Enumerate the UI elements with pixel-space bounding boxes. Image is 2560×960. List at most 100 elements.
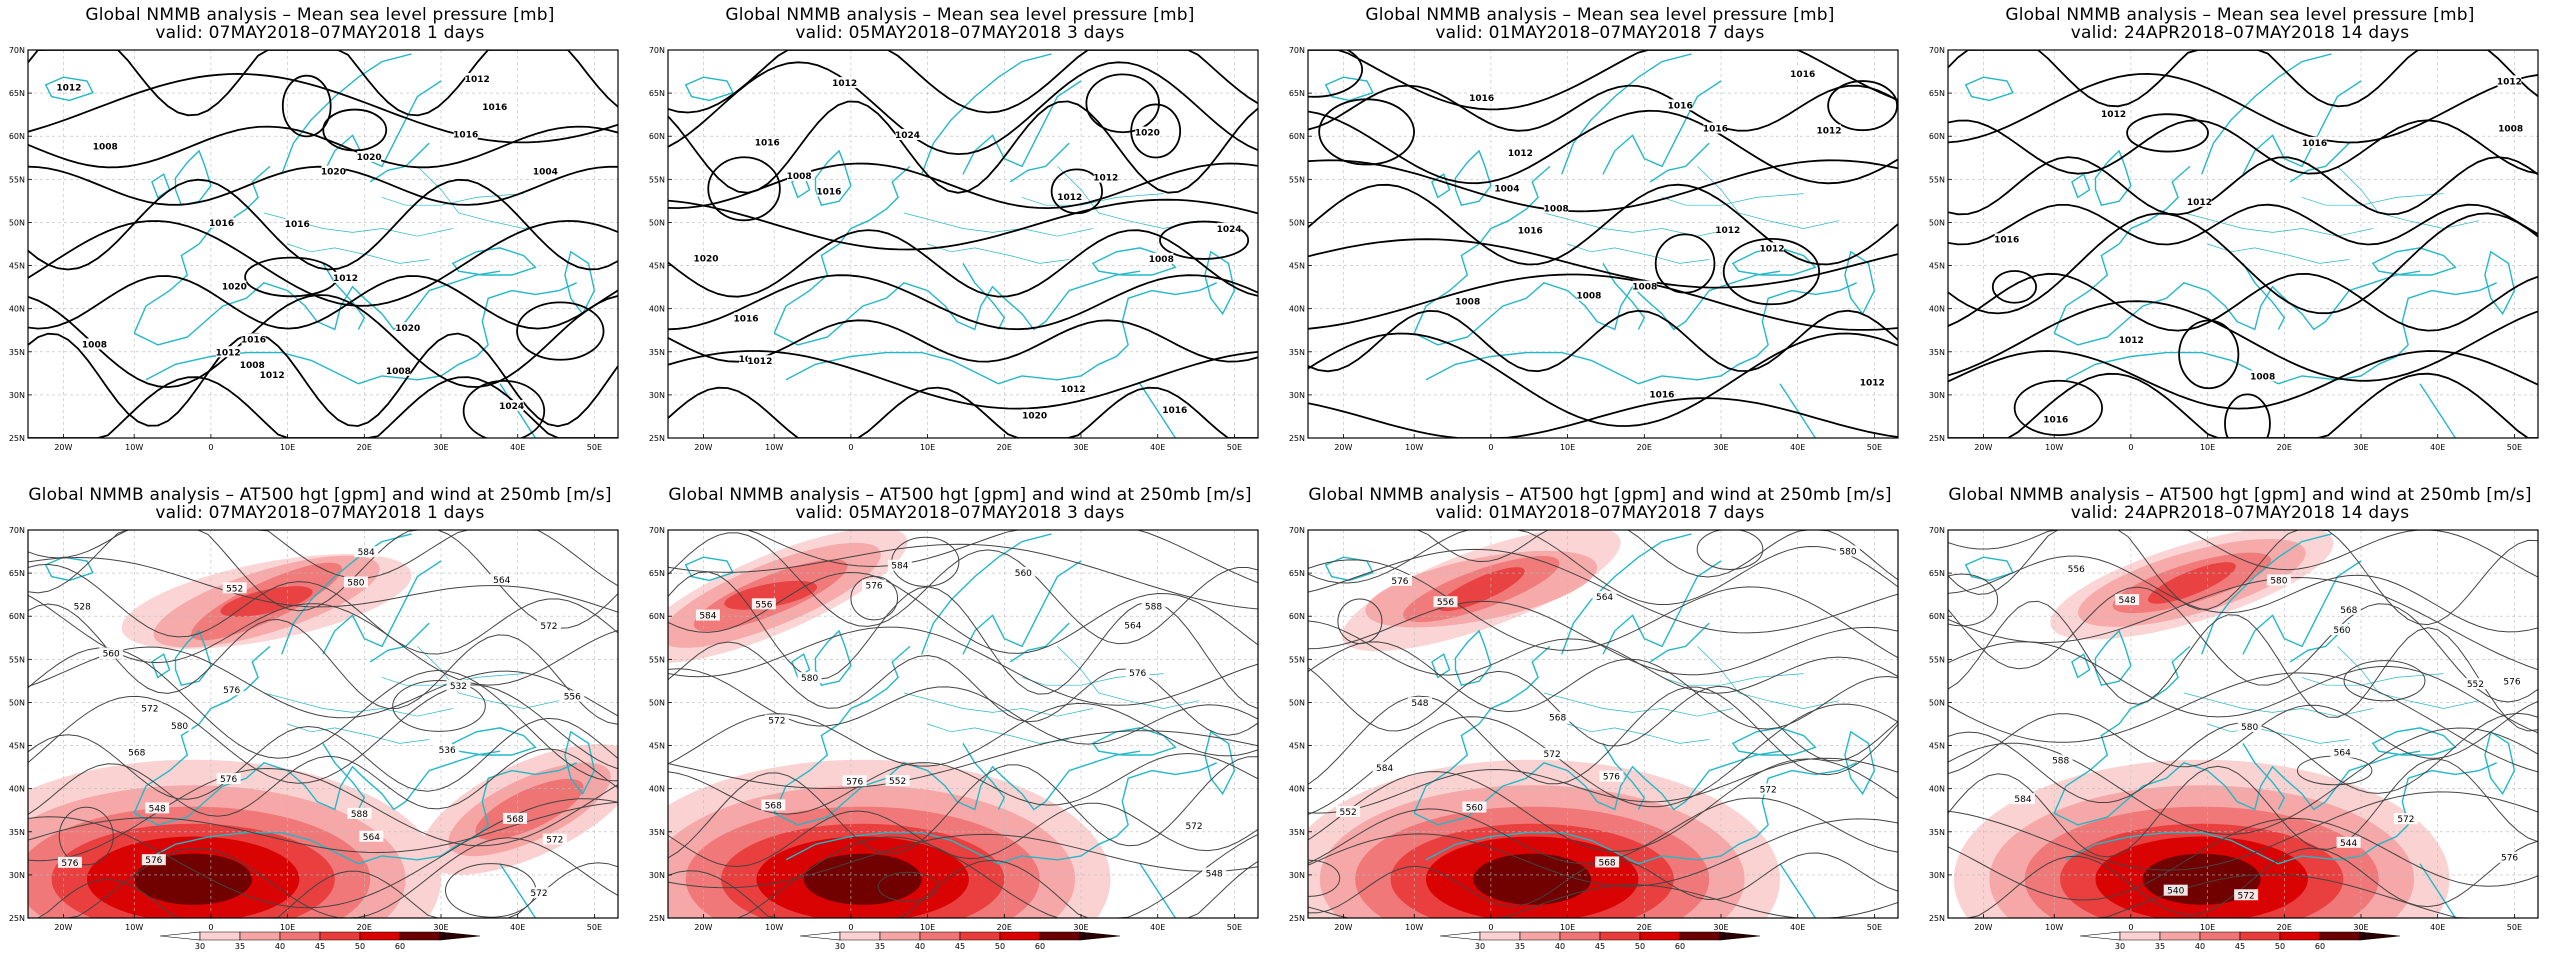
svg-text:1020: 1020 — [395, 324, 420, 334]
contour-label: 584 — [354, 546, 379, 558]
svg-text:568: 568 — [1549, 714, 1566, 724]
coastline — [1057, 646, 1200, 709]
lon-tick-label: 10W — [1405, 923, 1423, 932]
colorbar-segment — [2159, 931, 2201, 941]
colorbar-label: 40 — [275, 942, 285, 950]
colorbar-label: 50 — [1635, 942, 1645, 950]
contour-line — [668, 198, 1258, 251]
svg-text:564: 564 — [1124, 621, 1141, 631]
svg-text:580: 580 — [801, 674, 818, 684]
coastline — [481, 762, 577, 826]
contour-label: 1012 — [333, 271, 358, 284]
svg-text:1016: 1016 — [453, 131, 478, 141]
lat-tick-label: 35N — [1289, 348, 1305, 357]
contour-line — [1308, 818, 1898, 887]
contour-label: 1016 — [1162, 403, 1187, 416]
svg-text:588: 588 — [1145, 602, 1162, 612]
map-panel: Global NMMB analysis – Mean sea level pr… — [0, 0, 640, 480]
svg-text:552: 552 — [2467, 680, 2484, 690]
contour-label: 1012 — [1057, 190, 1082, 203]
wind-shade — [803, 853, 922, 905]
lon-tick-label: 40E — [1150, 923, 1165, 932]
closed-contour — [2013, 379, 2103, 437]
contour-label: 572 — [526, 887, 551, 899]
svg-text:576: 576 — [61, 859, 78, 869]
lon-tick-label: 10W — [2045, 923, 2063, 932]
contour-label: 552 — [2463, 678, 2488, 690]
colorbar-label: 35 — [875, 942, 885, 950]
coastline — [1779, 863, 1816, 918]
lat-tick-label: 30N — [649, 871, 665, 880]
contour-line — [28, 684, 618, 784]
lat-tick-label: 35N — [649, 828, 665, 837]
contour-label: 576 — [141, 854, 166, 866]
lat-tick-label: 25N — [1289, 914, 1305, 923]
contour-line — [668, 162, 1258, 210]
svg-text:1012: 1012 — [1860, 379, 1885, 389]
contour-label: 568 — [1595, 856, 1620, 868]
contour-label: 1012 — [2101, 108, 2126, 120]
contour-label: 1016 — [1649, 388, 1674, 400]
svg-text:572: 572 — [2397, 815, 2414, 825]
closed-contour — [2126, 113, 2209, 153]
lat-tick-label: 60N — [9, 132, 25, 141]
coastline — [1009, 622, 1070, 663]
coastline — [1091, 727, 1177, 756]
coastline — [1761, 282, 1857, 346]
contour-label: 1020 — [1022, 409, 1047, 421]
contour-line — [1308, 667, 1898, 762]
contour-line — [28, 294, 618, 389]
lon-tick-label: 0 — [208, 443, 213, 452]
lat-tick-label: 60N — [1289, 612, 1305, 621]
svg-text:572: 572 — [530, 889, 547, 899]
lon-tick-label: 10W — [125, 923, 143, 932]
coastline — [1121, 762, 1217, 826]
contour-line — [28, 332, 618, 428]
colorbar-label: 60 — [1035, 942, 1045, 950]
coastline — [451, 727, 537, 756]
lat-tick-label: 30N — [1289, 391, 1305, 400]
lon-tick-label: 0 — [1488, 923, 1493, 932]
svg-text:1008: 1008 — [82, 340, 107, 350]
svg-text:572: 572 — [1760, 785, 1777, 795]
wind-shade — [1473, 853, 1592, 905]
lat-tick-label: 35N — [1929, 348, 1945, 357]
coastline — [1567, 723, 1710, 744]
coastline — [1413, 750, 1781, 826]
map-panel: Global NMMB analysis – Mean sea level pr… — [640, 0, 1280, 480]
contour-label: 1008 — [1544, 202, 1569, 214]
panel-valid-period: valid: 01MAY2018–07MAY2018 7 days — [1435, 503, 1765, 523]
contour-label: 1016 — [209, 216, 234, 229]
coastline — [684, 76, 734, 102]
contour-label: 1020 — [222, 280, 247, 293]
contour-line — [668, 50, 1258, 114]
colorbar-segment — [879, 931, 921, 941]
coastline — [481, 282, 577, 346]
svg-text:536: 536 — [439, 746, 456, 756]
colorbar: 30 35 40 45 50 60 — [159, 931, 481, 950]
closed-contour — [1827, 80, 1898, 132]
lat-tick-label: 60N — [649, 132, 665, 141]
lat-tick-label: 60N — [649, 612, 665, 621]
contour-label: 580 — [2237, 720, 2262, 733]
contour-label: 560 — [1462, 801, 1487, 814]
contour-line — [1948, 203, 2538, 246]
contour-label: 1016 — [1668, 99, 1693, 111]
lon-tick-label: 20W — [1974, 923, 1992, 932]
contour-label: 1016 — [1469, 92, 1494, 104]
contour-label: 1016 — [733, 312, 759, 324]
svg-text:548: 548 — [2119, 596, 2136, 606]
svg-text:568: 568 — [506, 815, 523, 825]
contour-label: 560 — [99, 647, 124, 660]
svg-text:1016: 1016 — [1469, 94, 1494, 104]
contour-label: 1012 — [465, 72, 490, 85]
contour-label: 1012 — [216, 346, 241, 358]
lon-tick-label: 50E — [1867, 923, 1882, 932]
lon-tick-label: 20W — [54, 443, 72, 452]
contour-line — [1948, 758, 2538, 858]
contour-line — [668, 752, 1258, 815]
lat-tick-label: 40N — [1289, 785, 1305, 794]
contour-line — [668, 61, 1258, 156]
svg-text:1016: 1016 — [1518, 227, 1543, 237]
coastline — [1139, 863, 1176, 918]
